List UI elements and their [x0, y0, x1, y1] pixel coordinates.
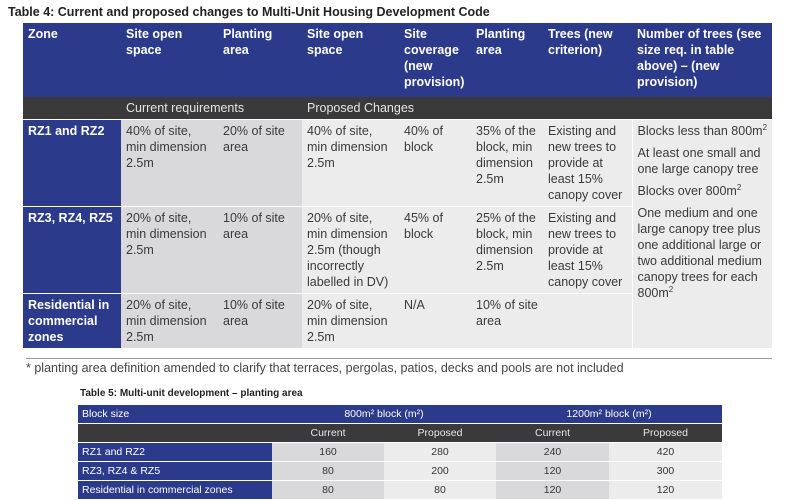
value-cell: 420: [609, 442, 723, 462]
header-trees: Trees (new criterion): [543, 23, 632, 97]
trees-criterion: Existing and new trees to provide at lea…: [543, 206, 632, 294]
table-row: RZ3, RZ4 & RZ5 80 200 120 300: [78, 461, 723, 481]
row-label: Residential in commercial zones: [78, 480, 272, 500]
header-block-size: Block size: [78, 405, 272, 424]
subheader-proposed: Proposed Changes: [302, 97, 632, 120]
row-label: RZ3, RZ4 & RZ5: [78, 461, 272, 481]
header-800-block: 800m² block (m²): [272, 405, 497, 424]
table4-caption: Table 4: Current and proposed changes to…: [8, 5, 490, 19]
value-cell: 240: [496, 442, 610, 462]
trees-criterion: Existing and new trees to provide at lea…: [543, 119, 632, 207]
value-cell: 200: [384, 461, 497, 481]
value-cell: 120: [609, 480, 723, 500]
value-cell: 80: [272, 461, 384, 481]
table5-header-row: Block size 800m² block (m²) 1200m² block…: [78, 405, 723, 424]
value-cell: 120: [496, 461, 610, 481]
value-cell: 80: [272, 480, 384, 500]
current-planting-area: 10% of site area: [218, 293, 302, 348]
table5-subheader-row: Current Proposed Current Proposed: [78, 423, 723, 443]
footnote: * planting area definition amended to cl…: [26, 358, 772, 375]
subheader-current: Current: [496, 423, 610, 443]
row-label: RZ1 and RZ2: [78, 442, 272, 462]
subheader-proposed: Proposed: [384, 423, 497, 443]
current-planting-area: 10% of site area: [218, 206, 302, 294]
header-zone: Zone: [23, 23, 121, 97]
trees-text-3: Blocks over 800m2: [637, 182, 742, 198]
proposed-open-space: 20% of site, min dimension 2.5m (though …: [302, 206, 399, 294]
header-number-of-trees: Number of trees (see size req. in table …: [632, 23, 772, 97]
header-site-open-space: Site open space: [121, 23, 218, 97]
trees-text-1: Blocks less than 800m2: [637, 122, 768, 138]
trees-text-4: One medium and one large canopy tree plu…: [637, 206, 762, 300]
table-row: RZ1 and RZ2 40% of site, min dimension 2…: [23, 119, 772, 348]
value-cell: 280: [384, 442, 497, 462]
header-site-coverage: Site coverage (new provision): [399, 23, 471, 97]
table4-subheader-row: Current requirements Proposed Changes: [23, 97, 772, 120]
trees-text-2: At least one small and one large canopy …: [637, 146, 761, 176]
header-1200-block: 1200m² block (m²): [496, 405, 723, 424]
table-row: Residential in commercial zones 80 80 12…: [78, 480, 723, 500]
proposed-open-space: 40% of site, min dimension 2.5m: [302, 119, 399, 207]
proposed-planting-area: 10% of site area: [471, 293, 543, 348]
site-coverage: 45% of block: [399, 206, 471, 294]
zone-cell: Residential in commercial zones: [23, 293, 121, 348]
proposed-planting-area: 25% of the block, min dimension 2.5m: [471, 206, 543, 294]
table-row: Residential in commercial zones 20% of s…: [23, 293, 772, 348]
value-cell: 160: [272, 442, 384, 462]
subheader-proposed: Proposed: [609, 423, 723, 443]
site-coverage: N/A: [399, 293, 471, 348]
header-site-open-space-proposed: Site open space: [302, 23, 399, 97]
table5-caption: Table 5: Multi-unit development – planti…: [80, 388, 303, 399]
value-cell: 300: [609, 461, 723, 481]
site-coverage: 40% of block: [399, 119, 471, 207]
header-planting-area-proposed: Planting area: [471, 23, 543, 97]
proposed-planting-area: 35% of the block, min dimension 2.5m: [471, 119, 543, 207]
table-row: RZ3, RZ4, RZ5 20% of site, min dimension…: [23, 206, 772, 294]
value-cell: 80: [384, 480, 497, 500]
current-open-space: 20% of site, min dimension 2.5m: [121, 293, 218, 348]
number-of-trees-cell: Blocks less than 800m2 At least one smal…: [631, 119, 772, 348]
zone-cell: RZ3, RZ4, RZ5: [23, 206, 121, 294]
table-row: RZ1 and RZ2 160 280 240 420: [78, 442, 723, 462]
proposed-open-space: 20% of site, min dimension 2.5m: [302, 293, 399, 348]
table5: Block size 800m² block (m²) 1200m² block…: [78, 405, 723, 500]
value-cell: 120: [496, 480, 610, 500]
table4-header-row: Zone Site open space Planting area Site …: [23, 23, 772, 97]
header-planting-area: Planting area: [218, 23, 302, 97]
subheader-current: Current requirements: [121, 97, 302, 120]
subheader-current: Current: [272, 423, 384, 443]
trees-criterion: [543, 293, 632, 348]
zone-cell: RZ1 and RZ2: [23, 119, 121, 207]
current-open-space: 20% of site, min dimension 2.5m: [121, 206, 218, 294]
current-open-space: 40% of site, min dimension 2.5m: [121, 119, 218, 207]
table4: Zone Site open space Planting area Site …: [23, 23, 772, 348]
current-planting-area: 20% of site area: [218, 119, 302, 207]
